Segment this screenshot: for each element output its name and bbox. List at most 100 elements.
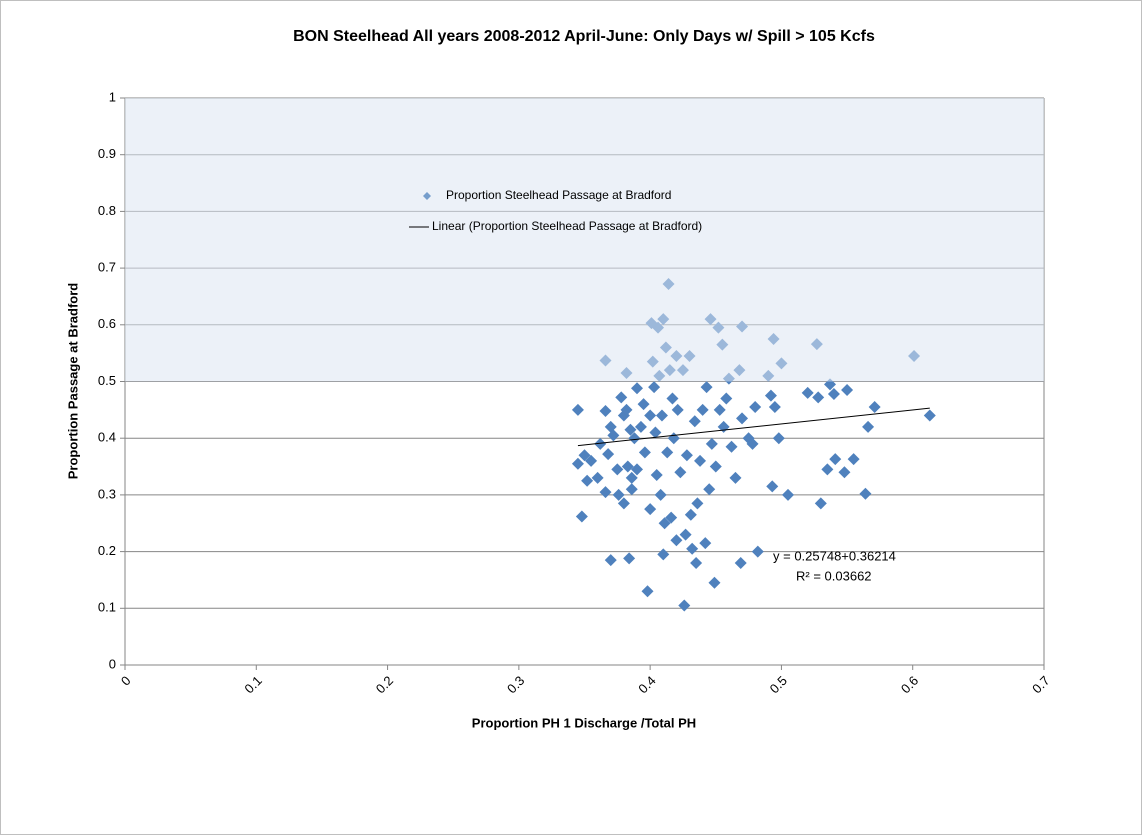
data-point [734, 556, 747, 569]
data-point [599, 404, 612, 417]
data-point [868, 401, 881, 414]
data-point [661, 446, 674, 459]
data-point [705, 437, 718, 450]
data-point [686, 542, 699, 555]
data-point [631, 463, 644, 476]
data-point [637, 398, 650, 411]
data-point [729, 471, 742, 484]
data-point [768, 401, 781, 414]
data-point [671, 403, 684, 416]
data-point [703, 483, 716, 496]
data-point [696, 403, 709, 416]
data-point [781, 488, 794, 501]
data-point [801, 386, 814, 399]
data-point [602, 448, 615, 461]
data-point [585, 454, 598, 467]
data-point [625, 483, 638, 496]
data-point [655, 409, 668, 422]
data-point [604, 554, 617, 567]
x-axis-title: Proportion PH 1 Discharge /Total PH [472, 715, 696, 730]
data-point [625, 471, 638, 484]
overlay-layer: Proportion Steelhead Passage at Bradford… [125, 98, 1044, 447]
data-point [612, 488, 625, 501]
data-point [623, 552, 636, 565]
data-point [638, 446, 651, 459]
data-point [621, 460, 634, 473]
data-point [650, 469, 663, 482]
y-tick-label: 0.5 [98, 373, 116, 388]
legend-label: Proportion Steelhead Passage at Bradford [446, 188, 671, 202]
data-point [862, 420, 875, 433]
data-point [665, 511, 678, 524]
y-tick-label: 0.9 [98, 146, 116, 161]
legend-marker [423, 192, 431, 200]
data-point [772, 432, 785, 445]
data-point [607, 429, 620, 442]
data-point [591, 471, 604, 484]
data-point [594, 437, 607, 450]
data-point [634, 420, 647, 433]
data-point [649, 426, 662, 439]
y-axis-title: Proportion Passage at Bradford [65, 283, 80, 480]
data-point [694, 454, 707, 467]
y-tick-label: 0.3 [98, 486, 116, 501]
data-point [670, 534, 683, 547]
y-tick-label: 0.1 [98, 600, 116, 615]
y-tick-label: 1 [109, 89, 116, 104]
data-point [708, 576, 721, 589]
data-point [674, 466, 687, 479]
data-point [720, 392, 733, 405]
data-point [751, 545, 764, 558]
data-point [847, 453, 860, 466]
data-point [658, 517, 671, 530]
data-point [814, 497, 827, 510]
data-point [821, 463, 834, 476]
data-point [615, 391, 628, 404]
y-tick-label: 0.7 [98, 260, 116, 275]
data-point [657, 548, 670, 561]
data-point [641, 585, 654, 598]
data-point [654, 488, 667, 501]
data-point [620, 403, 633, 416]
data-point [578, 449, 591, 462]
data-point [838, 466, 851, 479]
data-point [812, 391, 825, 404]
data-point [631, 382, 644, 395]
data-point [688, 415, 701, 428]
data-point [736, 412, 749, 425]
data-point [678, 599, 691, 612]
data-point [581, 474, 594, 487]
equation-annotation: y = 0.25748+0.36214 [773, 548, 896, 563]
data-point [617, 497, 630, 510]
trendline [577, 407, 930, 447]
data-point [725, 440, 738, 453]
data-point [571, 403, 584, 416]
r-squared-annotation: R² = 0.03662 [796, 568, 872, 583]
data-point [644, 409, 657, 422]
data-point [644, 503, 657, 516]
y-tick-label: 0 [109, 656, 116, 671]
data-point [709, 460, 722, 473]
data-point [749, 401, 762, 414]
y-tick-label: 0.6 [98, 316, 116, 331]
data-point [680, 449, 693, 462]
data-point [599, 486, 612, 499]
data-point [859, 487, 872, 500]
data-point [679, 528, 692, 541]
data-point [764, 389, 777, 402]
y-tick-label: 0.4 [98, 430, 116, 445]
legend-label: Linear (Proportion Steelhead Passage at … [432, 219, 702, 233]
data-point [700, 381, 713, 394]
data-point [648, 381, 661, 394]
data-point [575, 510, 588, 523]
chart-title: BON Steelhead All years 2008-2012 April-… [293, 28, 875, 45]
shaded-band [125, 98, 1044, 382]
marks-layer [571, 277, 936, 612]
data-point [746, 437, 759, 450]
data-point [624, 423, 637, 436]
data-point [691, 497, 704, 510]
data-point [713, 403, 726, 416]
data-point [829, 453, 842, 466]
